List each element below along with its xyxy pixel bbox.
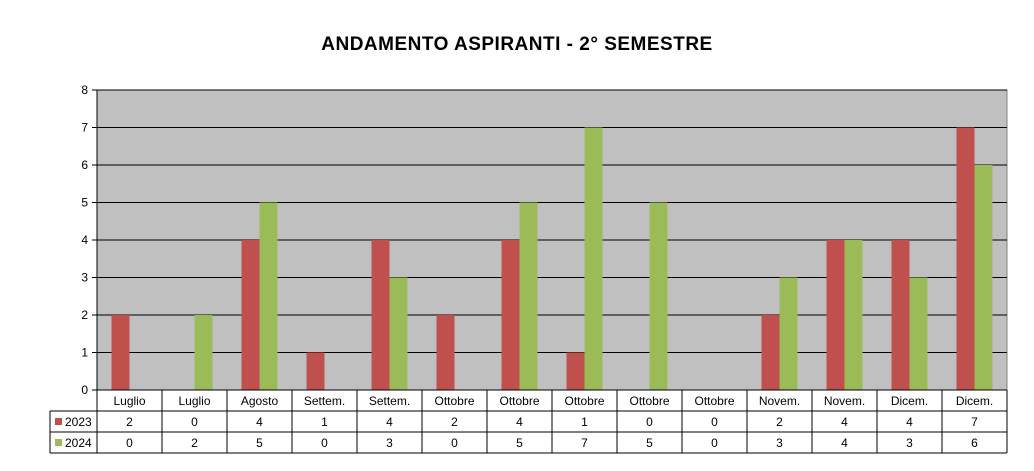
bar-2023 (956, 127, 975, 390)
data-label-2024: 0 (126, 436, 133, 450)
bar-2023 (371, 240, 390, 390)
legend-label: 2023 (65, 415, 92, 429)
y-tick-label: 0 (81, 383, 88, 397)
bar-2024 (649, 202, 668, 390)
data-label-2024: 0 (451, 436, 458, 450)
category-label: Ottobre (694, 394, 734, 408)
bar-2024 (259, 202, 278, 390)
data-label-2023: 2 (126, 415, 133, 429)
legend-label: 2024 (65, 436, 92, 450)
data-label-2024: 3 (906, 436, 913, 450)
bar-2024 (909, 277, 928, 390)
bar-2023 (306, 352, 325, 390)
category-label: Luglio (113, 394, 145, 408)
category-label: Ottobre (434, 394, 474, 408)
data-label-2024: 3 (386, 436, 393, 450)
y-tick-label: 1 (81, 346, 88, 360)
data-label-2024: 4 (841, 436, 848, 450)
category-label: Novem. (824, 394, 865, 408)
plot-area (96, 89, 1008, 391)
data-label-2023: 0 (711, 415, 718, 429)
data-label-2024: 3 (776, 436, 783, 450)
bar-2023 (891, 240, 910, 390)
bar-2023 (826, 240, 845, 390)
category-label: Novem. (759, 394, 800, 408)
category-label: Luglio (178, 394, 210, 408)
data-label-2024: 0 (711, 436, 718, 450)
data-label-2023: 1 (581, 415, 588, 429)
data-label-2023: 4 (906, 415, 913, 429)
bar-2024 (194, 315, 213, 390)
data-label-2023: 4 (841, 415, 848, 429)
bar-2023 (566, 352, 585, 390)
bar-2024 (584, 127, 603, 390)
y-tick-label: 7 (81, 121, 88, 135)
category-label: Dicem. (891, 394, 928, 408)
y-tick-label: 3 (81, 271, 88, 285)
bar-2024 (779, 277, 798, 390)
bar-2023 (111, 315, 130, 390)
data-label-2024: 0 (321, 436, 328, 450)
data-table: Luglio Luglio Agosto Settem. Settem. Ottobre O… (49, 389, 1008, 454)
data-label-2023: 1 (321, 415, 328, 429)
category-label: Settem. (304, 394, 345, 408)
bar-2023 (436, 315, 455, 390)
data-label-2023: 2 (451, 415, 458, 429)
bar-2023 (241, 240, 260, 390)
bar-2023 (761, 315, 780, 390)
data-label-2024: 7 (581, 436, 588, 450)
y-tick-label: 8 (81, 83, 88, 97)
category-label: Settem. (369, 394, 410, 408)
y-tick-label: 2 (81, 308, 88, 322)
bar-2024 (519, 202, 538, 390)
bar-2024 (389, 277, 408, 390)
legend-swatch-2024 (55, 439, 62, 446)
data-label-2023: 4 (516, 415, 523, 429)
data-label-2024: 5 (516, 436, 523, 450)
data-label-2023: 2 (776, 415, 783, 429)
data-label-2023: 4 (386, 415, 393, 429)
y-tick-label: 4 (81, 233, 88, 247)
data-label-2024: 6 (971, 436, 978, 450)
bar-2024 (844, 240, 863, 390)
legend-swatch-2023 (55, 418, 62, 425)
data-label-2024: 5 (256, 436, 263, 450)
category-label: Ottobre (564, 394, 604, 408)
data-label-2024: 2 (191, 436, 198, 450)
category-label: Dicem. (956, 394, 993, 408)
bars (111, 127, 993, 390)
category-label: Ottobre (629, 394, 669, 408)
data-label-2023: 0 (646, 415, 653, 429)
data-label-2024: 5 (646, 436, 653, 450)
y-tick-label: 6 (81, 158, 88, 172)
chart-title: ANDAMENTO ASPIRANTI - 2° SEMESTRE (321, 34, 713, 55)
bar-2023 (501, 240, 520, 390)
category-label: Agosto (241, 394, 279, 408)
data-label-2023: 7 (971, 415, 978, 429)
y-tick-label: 5 (81, 196, 88, 210)
category-label: Ottobre (499, 394, 539, 408)
data-label-2023: 4 (256, 415, 263, 429)
bar-2024 (974, 165, 993, 390)
data-label-2023: 0 (191, 415, 198, 429)
y-axis: 0 1 2 3 4 5 6 7 8 (81, 83, 98, 397)
